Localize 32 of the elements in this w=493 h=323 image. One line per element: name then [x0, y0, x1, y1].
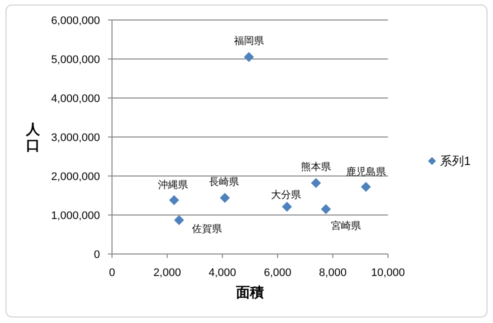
legend-label: 系列1 [440, 154, 471, 168]
x-tick-label: 2,000 [153, 267, 181, 279]
point [169, 195, 180, 206]
point [220, 192, 230, 203]
y-tick-label: 0 [94, 249, 100, 261]
point [244, 52, 254, 62]
y-tick-label: 2,000,000 [51, 171, 100, 183]
y-tick-label: 1,000,000 [51, 210, 100, 222]
point [360, 182, 371, 192]
y-axis-title: 人口 [25, 121, 41, 153]
x-tick-label: 6,000 [264, 267, 292, 279]
annotation: 鹿児島県 [346, 166, 386, 178]
y-tick-label: 5,000,000 [51, 54, 100, 66]
y-tick-label: 3,000,000 [51, 132, 100, 144]
annotation: 大分県 [270, 188, 301, 201]
y-tick-label: 4,000,000 [51, 93, 100, 105]
point [320, 204, 331, 214]
x-tick-label: 8,000 [319, 267, 347, 279]
x-tick-label: 0 [108, 267, 116, 279]
annotation: 福岡県 [234, 35, 264, 48]
point [310, 178, 321, 188]
annotation: 長崎県 [208, 176, 239, 188]
annotation: 宮崎県 [330, 220, 361, 232]
point [282, 202, 292, 212]
x-tick-label: 4,000 [208, 267, 236, 279]
point [174, 215, 184, 226]
x-axis-title: 面積 [235, 284, 264, 300]
annotation: 佐賀県 [192, 223, 222, 236]
x-tick-label: 10,000 [371, 267, 405, 279]
y-tick-label: 6,000,000 [51, 15, 100, 27]
annotation: 熊本県 [300, 161, 331, 174]
annotation: 沖縄県 [158, 179, 188, 192]
